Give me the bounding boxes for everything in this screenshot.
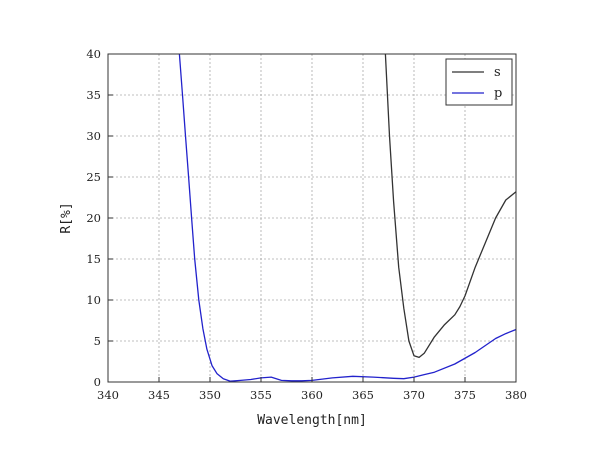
series-group — [178, 53, 517, 382]
legend-label-p: p — [494, 86, 502, 101]
y-tick-label: 20 — [86, 211, 101, 225]
y-tick-label: 25 — [86, 170, 101, 184]
legend-label-s: s — [494, 65, 501, 80]
x-tick-label: 355 — [250, 388, 272, 402]
x-tick-label: 350 — [199, 388, 221, 402]
y-axis-title: R[%] — [59, 202, 74, 233]
y-tick-label: 35 — [86, 88, 101, 102]
x-tick-label: 360 — [301, 388, 323, 402]
y-tick-label: 15 — [86, 252, 101, 266]
x-tick-label: 345 — [148, 388, 170, 402]
x-tick-label: 370 — [403, 388, 425, 402]
ticks: 340 345 350 355 360 365 370 375 380 0 5 10 15 20 25 30 3… — [86, 47, 527, 402]
y-tick-label: 5 — [94, 334, 101, 348]
series-line-p — [178, 53, 517, 382]
x-tick-label: 340 — [97, 388, 119, 402]
x-tick-label: 365 — [352, 388, 374, 402]
y-tick-label: 40 — [86, 47, 101, 61]
legend-box — [445, 58, 513, 106]
y-tick-label: 10 — [86, 293, 101, 307]
x-axis-title: Wavelength[nm] — [257, 413, 367, 428]
y-tick-label: 0 — [94, 375, 101, 389]
y-tick-label: 30 — [86, 129, 101, 143]
grid — [108, 54, 516, 382]
x-tick-label: 375 — [454, 388, 476, 402]
x-tick-label: 380 — [505, 388, 527, 402]
legend: sp — [445, 58, 513, 106]
series-line-s — [384, 53, 517, 359]
